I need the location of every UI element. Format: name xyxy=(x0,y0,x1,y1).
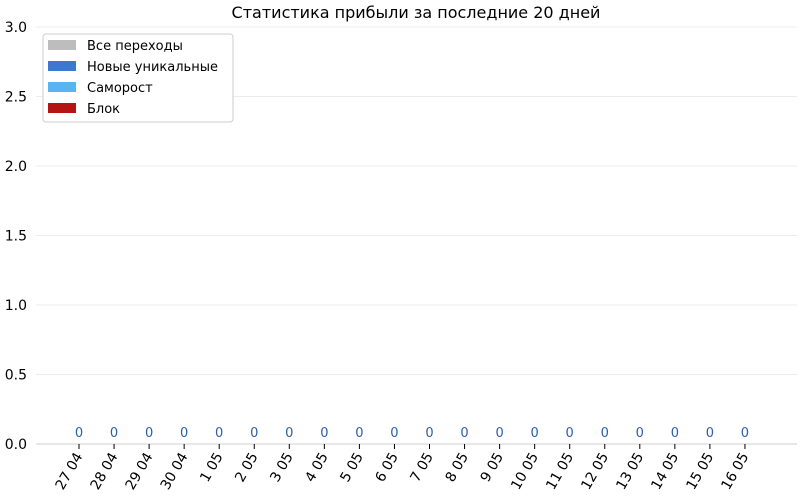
data-label: 0 xyxy=(75,426,83,441)
data-label: 0 xyxy=(531,426,539,441)
legend-swatch xyxy=(48,61,76,71)
axis-layer xyxy=(36,443,797,449)
x-tick-label: 4 05 xyxy=(302,450,331,485)
y-tick-label: 2.0 xyxy=(5,159,27,175)
data-label: 0 xyxy=(390,426,398,441)
legend: Все переходы Новые уникальные Самоpост Блок xyxy=(42,33,234,123)
x-tick-label: 9 05 xyxy=(478,450,507,485)
y-tick-label: 1.5 xyxy=(5,229,27,245)
x-tick-label: 29 04 xyxy=(123,450,157,493)
data-label: 0 xyxy=(110,426,118,441)
data-label: 0 xyxy=(706,426,714,441)
data-label: 0 xyxy=(355,426,363,441)
x-tick-label: 28 04 xyxy=(88,450,122,493)
data-label: 0 xyxy=(636,426,644,441)
y-tick-label: 3.0 xyxy=(5,20,27,36)
data-label: 0 xyxy=(460,426,468,441)
x-tick-label: 6 05 xyxy=(372,450,401,485)
data-label: 0 xyxy=(566,426,574,441)
data-label: 0 xyxy=(671,426,679,441)
x-tick-label: 3 05 xyxy=(267,450,296,485)
data-labels: 0 0 0 0 0 0 0 0 0 0 0 0 0 0 0 0 0 0 0 0 xyxy=(75,426,749,441)
data-label: 0 xyxy=(215,426,223,441)
legend-swatch xyxy=(48,40,76,50)
x-tick-label: 8 05 xyxy=(443,450,472,485)
y-tick-label: 2.5 xyxy=(5,90,27,106)
legend-box xyxy=(42,33,234,123)
chart-title: Статистика прибыли за последние 20 дней xyxy=(232,3,601,22)
data-label: 0 xyxy=(495,426,503,441)
x-tick-label: 30 04 xyxy=(158,450,192,493)
data-label: 0 xyxy=(601,426,609,441)
x-tick-label: 7 05 xyxy=(408,450,437,485)
y-tick-label: 0.5 xyxy=(5,368,27,384)
x-tick-label: 15 05 xyxy=(683,450,717,493)
y-tick-label: 0.0 xyxy=(5,437,27,453)
legend-swatch xyxy=(48,103,76,113)
legend-swatch xyxy=(48,82,76,92)
data-label: 0 xyxy=(145,426,153,441)
data-label: 0 xyxy=(250,426,258,441)
x-tick-label: 27 04 xyxy=(53,450,87,493)
x-tick-label: 12 05 xyxy=(578,450,612,493)
legend-label: Новые уникальные xyxy=(87,60,218,75)
x-tick-labels: 27 04 28 04 29 04 30 04 1 05 2 05 3 05 4 05 5 05… xyxy=(53,450,753,493)
data-label: 0 xyxy=(741,426,749,441)
legend-label: Блок xyxy=(87,102,120,117)
data-label: 0 xyxy=(285,426,293,441)
x-tick-label: 5 05 xyxy=(337,450,366,485)
y-tick-label: 1.0 xyxy=(5,298,27,314)
legend-label: Все переходы xyxy=(87,39,183,54)
y-tick-labels: 0.0 0.5 1.0 1.5 2.0 2.5 3.0 xyxy=(5,20,27,453)
x-tick-label: 2 05 xyxy=(232,450,261,485)
x-tick-label: 13 05 xyxy=(613,450,647,493)
x-tick-label: 11 05 xyxy=(543,450,577,493)
x-tick-label: 10 05 xyxy=(508,450,542,493)
data-label: 0 xyxy=(425,426,433,441)
data-label: 0 xyxy=(320,426,328,441)
legend-label: Самоpост xyxy=(87,81,153,96)
x-tick-label: 1 05 xyxy=(197,450,226,485)
x-tick-label: 14 05 xyxy=(648,450,682,493)
x-tick-label: 16 05 xyxy=(719,450,753,493)
data-label: 0 xyxy=(180,426,188,441)
